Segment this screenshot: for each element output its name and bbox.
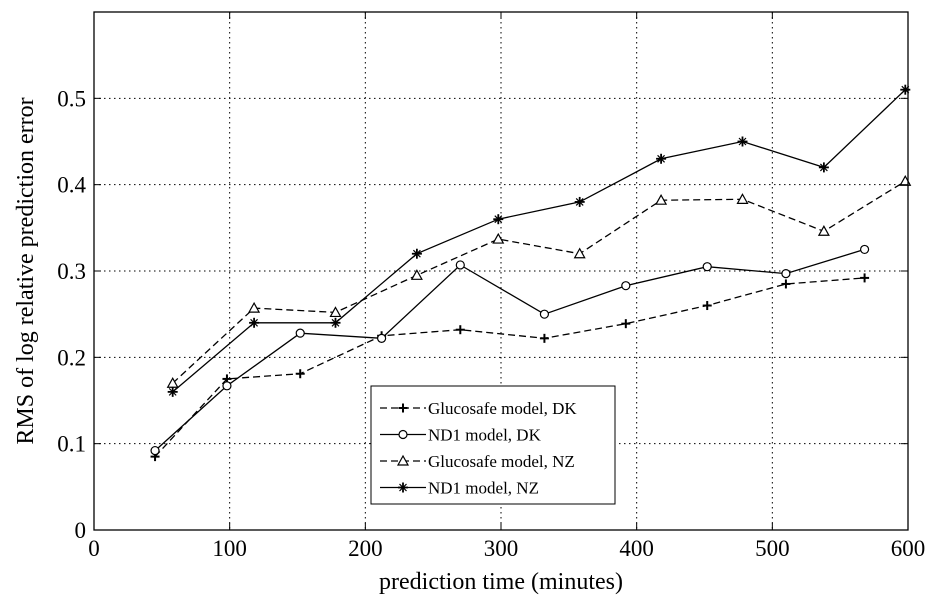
legend-item: Glucosafe model, DK	[380, 399, 577, 418]
y-tick-label: 0.1	[57, 432, 86, 457]
x-tick-label: 500	[755, 536, 790, 561]
data-point	[737, 136, 748, 147]
data-point	[539, 333, 549, 343]
legend-box	[370, 385, 616, 505]
data-point	[736, 193, 749, 204]
y-axis-label: RMS of log relative prediction error	[13, 97, 39, 444]
legend-marker	[398, 482, 408, 493]
y-tick-label: 0.4	[57, 173, 86, 198]
legend-label: Glucosafe model, NZ	[428, 452, 575, 471]
data-point	[817, 225, 830, 236]
data-point	[455, 260, 465, 270]
data-point	[656, 153, 667, 164]
x-tick-label: 300	[484, 536, 519, 561]
data-point	[295, 369, 305, 379]
data-point	[411, 248, 422, 259]
legend-marker	[398, 403, 408, 413]
series-line	[154, 277, 865, 458]
y-tick-label: 0.3	[57, 259, 86, 284]
data-point	[329, 306, 342, 318]
axis-ticks	[93, 12, 909, 531]
data-point	[781, 268, 791, 279]
legend-marker	[396, 454, 410, 466]
legend-item: ND1 model, DK	[380, 426, 542, 445]
series-line	[172, 89, 906, 393]
data-point	[222, 381, 232, 391]
data-point	[167, 386, 178, 397]
data-point	[702, 262, 712, 272]
legend-item: ND1 model, NZ	[380, 479, 539, 498]
x-tick-label: 400	[619, 536, 654, 561]
data-point	[860, 273, 870, 283]
grid-lines	[94, 12, 908, 530]
data-point	[621, 319, 631, 329]
data-point	[150, 445, 160, 456]
data-point	[539, 309, 550, 319]
series-line	[172, 180, 906, 384]
data-point	[702, 301, 712, 311]
legend-label: Glucosafe model, DK	[428, 399, 577, 418]
y-tick-label: 0	[75, 518, 87, 543]
data-point	[248, 301, 261, 313]
data-point	[330, 317, 341, 328]
data-point	[455, 325, 465, 335]
series-1	[150, 244, 870, 456]
tick-labels: 0 100 200 300 400 500 600 0 0.1 0.2 0.3 0.4 0.5	[57, 86, 925, 561]
data-point	[410, 269, 423, 280]
x-axis-label: prediction time (minutes)	[379, 569, 623, 595]
data-point	[818, 162, 829, 173]
data-point	[781, 279, 791, 289]
data-point	[249, 317, 260, 328]
legend-label: ND1 model, NZ	[428, 479, 539, 498]
data-point	[295, 328, 305, 338]
data-point	[493, 214, 504, 225]
data-point	[655, 193, 668, 205]
data-point	[377, 333, 387, 343]
data-point	[492, 232, 505, 244]
legend: Glucosafe model, DK ND1 model, DK Glucosaf…	[370, 385, 616, 505]
x-tick-label: 200	[348, 536, 383, 561]
x-tick-label: 100	[212, 536, 247, 561]
y-tick-label: 0.5	[57, 86, 86, 111]
data-point	[573, 247, 586, 259]
y-tick-label: 0.2	[57, 345, 86, 370]
data-point	[859, 244, 870, 255]
data-point	[621, 281, 631, 291]
legend-marker	[398, 429, 408, 440]
legend-item: Glucosafe model, NZ	[380, 452, 575, 471]
data-point	[574, 196, 585, 207]
data-point	[900, 84, 911, 95]
series-line	[154, 248, 865, 452]
legend-label: ND1 model, DK	[428, 426, 542, 445]
x-tick-label: 600	[891, 536, 926, 561]
x-tick-label: 0	[88, 536, 100, 561]
